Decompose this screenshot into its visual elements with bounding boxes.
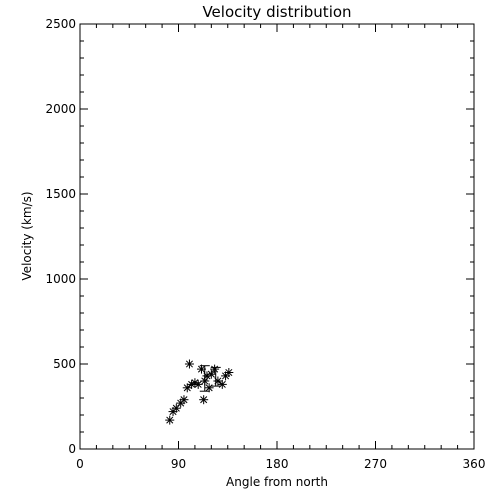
data-point xyxy=(165,415,175,425)
y-tick-label: 500 xyxy=(53,357,76,371)
y-tick-label: 2000 xyxy=(45,102,76,116)
data-point xyxy=(199,395,209,405)
y-axis: 0 500 1000 1500 2000 2500 xyxy=(45,17,474,456)
x-tick-label: 90 xyxy=(171,457,186,471)
y-axis-title: Velocity (km/s) xyxy=(20,191,34,280)
data-point xyxy=(206,369,216,379)
data-point xyxy=(196,364,206,374)
x-tick-label: 0 xyxy=(76,457,84,471)
y-tick-label: 1000 xyxy=(45,272,76,286)
data-point xyxy=(210,364,220,374)
plot-frame xyxy=(79,23,475,450)
data-point xyxy=(193,379,203,389)
x-tick-label: 270 xyxy=(364,457,387,471)
data-points xyxy=(165,359,234,425)
y-tick-label: 1500 xyxy=(45,187,76,201)
data-point xyxy=(182,383,192,393)
data-point xyxy=(171,403,181,413)
data-point xyxy=(217,379,227,389)
x-axis: 0 90 180 270 360 xyxy=(76,24,485,471)
data-point xyxy=(224,368,234,377)
data-point xyxy=(204,383,214,393)
x-tick-label: 180 xyxy=(266,457,289,471)
data-point xyxy=(184,359,194,369)
data-point xyxy=(179,395,189,405)
y-tick-label: 2500 xyxy=(45,17,76,31)
chart-title: Velocity distribution xyxy=(202,3,351,21)
y-tick-label: 0 xyxy=(68,442,76,456)
x-axis-title: Angle from north xyxy=(226,475,328,489)
x-tick-label: 360 xyxy=(463,457,486,471)
